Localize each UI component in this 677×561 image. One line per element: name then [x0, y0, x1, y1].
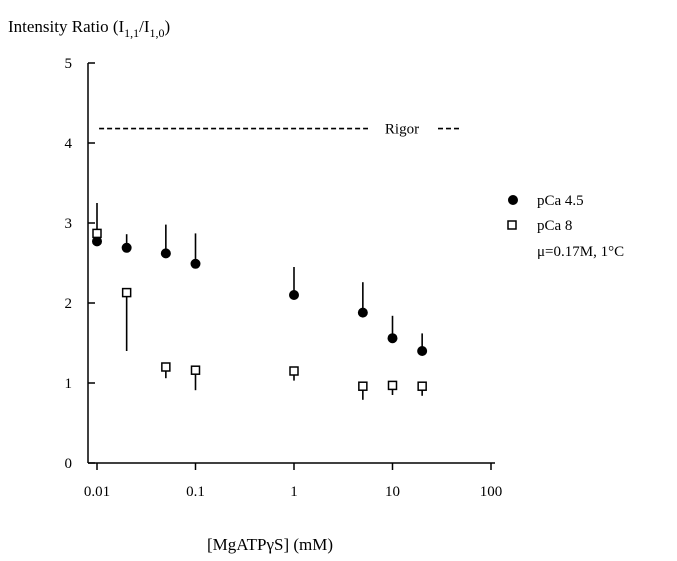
- legend-marker-pca45: [508, 195, 518, 205]
- rigor-label: Rigor: [385, 122, 419, 138]
- legend-condition-note: μ=0.17M, 1°C: [537, 244, 624, 260]
- y-tick-label: 0: [65, 456, 73, 472]
- data-point-filled-circle: [160, 248, 171, 259]
- x-tick-label: 100: [480, 484, 503, 500]
- data-point-open-square: [358, 381, 368, 391]
- y-axis-title-sub2: 1,0: [150, 26, 165, 40]
- legend-label-pca45: pCa 4.5: [537, 193, 584, 209]
- data-point-open-square: [387, 380, 398, 391]
- data-point-filled-circle: [121, 242, 132, 253]
- y-axis-title-suffix: ): [165, 17, 171, 36]
- data-point-open-square: [289, 366, 299, 376]
- legend: pCa 4.5 pCa 8 μ=0.17M, 1°C: [507, 193, 624, 260]
- y-axis-title-slash: /I: [139, 17, 150, 36]
- rigor-reference: Rigor: [99, 122, 462, 138]
- series-pca8: [92, 228, 427, 400]
- y-axis-title-prefix: Intensity Ratio (I: [8, 17, 124, 36]
- y-tick-label: 3: [65, 216, 73, 232]
- data-point-open-square: [92, 228, 102, 239]
- data-point-filled-circle: [417, 346, 428, 356]
- x-tick-label: 1: [290, 484, 298, 500]
- data-point-filled-circle: [190, 258, 201, 269]
- y-axis-title: Intensity Ratio (I1,1/I1,0): [8, 17, 170, 40]
- series-pca45: [92, 203, 428, 356]
- data-point-open-square: [190, 365, 201, 375]
- x-tick-label: 0.1: [186, 484, 205, 500]
- y-tick-label: 4: [65, 136, 73, 152]
- legend-marker-pca8: [507, 220, 517, 230]
- data-series: [92, 203, 428, 400]
- data-point-filled-circle: [289, 290, 299, 300]
- y-tick-label: 1: [65, 376, 73, 392]
- x-tick-label: 10: [385, 484, 400, 500]
- x-axis-title: [MgATPγS] (mM): [207, 535, 333, 554]
- data-point-open-square: [417, 381, 427, 391]
- y-axis-title-sub1: 1,1: [124, 26, 139, 40]
- y-axis-ticks: 0 1 2 3 4 5: [65, 56, 95, 472]
- y-tick-label: 5: [65, 56, 73, 72]
- legend-label-pca8: pCa 8: [537, 218, 572, 234]
- y-tick-label: 2: [65, 296, 73, 312]
- data-point-open-square: [161, 362, 171, 372]
- data-point-filled-circle: [387, 333, 398, 344]
- x-tick-label: 0.01: [84, 484, 110, 500]
- data-point-filled-circle: [357, 307, 368, 318]
- data-point-open-square: [121, 287, 132, 298]
- x-axis-ticks: 0.01 0.1 1 10 100: [84, 463, 502, 500]
